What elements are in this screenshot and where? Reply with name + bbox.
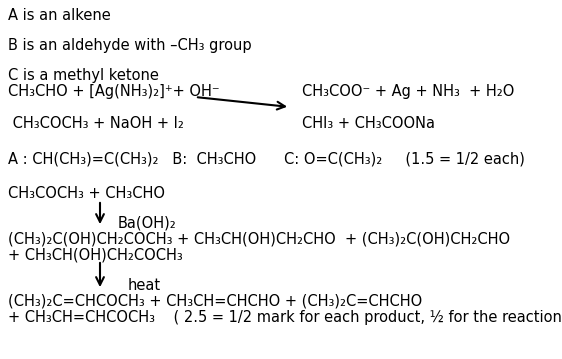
Text: C is a methyl ketone: C is a methyl ketone xyxy=(8,68,159,83)
Text: heat: heat xyxy=(128,278,161,293)
Text: CH₃CHO + [Ag(NH₃)₂]⁺+ OH⁻: CH₃CHO + [Ag(NH₃)₂]⁺+ OH⁻ xyxy=(8,84,220,99)
Text: CH₃COCH₃ + NaOH + I₂: CH₃COCH₃ + NaOH + I₂ xyxy=(8,116,184,131)
Text: A is an alkene: A is an alkene xyxy=(8,8,111,23)
Text: B is an aldehyde with –CH₃ group: B is an aldehyde with –CH₃ group xyxy=(8,38,252,53)
Text: CH₃COO⁻ + Ag + NH₃  + H₂O: CH₃COO⁻ + Ag + NH₃ + H₂O xyxy=(302,84,514,99)
Text: + CH₃CH(OH)CH₂COCH₃: + CH₃CH(OH)CH₂COCH₃ xyxy=(8,247,183,262)
Text: (CH₃)₂C=CHCOCH₃ + CH₃CH=CHCHO + (CH₃)₂C=CHCHO: (CH₃)₂C=CHCOCH₃ + CH₃CH=CHCHO + (CH₃)₂C=… xyxy=(8,294,422,309)
Text: + CH₃CH=CHCOCH₃    ( 2.5 = 1/2 mark for each product, ½ for the reaction): + CH₃CH=CHCOCH₃ ( 2.5 = 1/2 mark for eac… xyxy=(8,310,562,325)
Text: CHI₃ + CH₃COONa: CHI₃ + CH₃COONa xyxy=(302,116,435,131)
Text: (CH₃)₂C(OH)CH₂COCH₃ + CH₃CH(OH)CH₂CHO  + (CH₃)₂C(OH)CH₂CHO: (CH₃)₂C(OH)CH₂COCH₃ + CH₃CH(OH)CH₂CHO + … xyxy=(8,231,510,246)
Text: CH₃COCH₃ + CH₃CHO: CH₃COCH₃ + CH₃CHO xyxy=(8,186,165,201)
Text: A : CH(CH₃)=C(CH₃)₂   B:  CH₃CHO      C: O=C(CH₃)₂     (1.5 = 1/2 each): A : CH(CH₃)=C(CH₃)₂ B: CH₃CHO C: O=C(CH₃… xyxy=(8,152,525,167)
Text: Ba(OH)₂: Ba(OH)₂ xyxy=(118,215,177,230)
